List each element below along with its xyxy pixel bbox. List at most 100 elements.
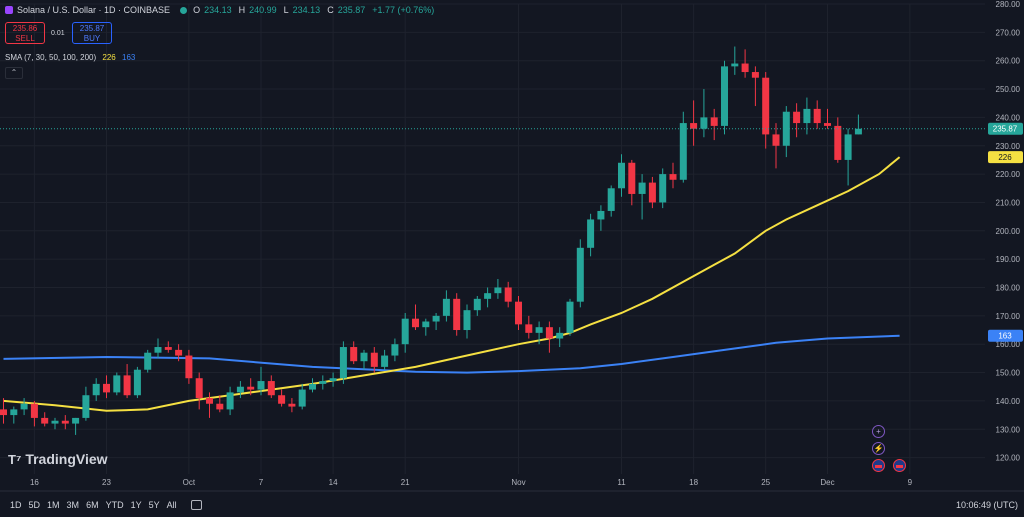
candle <box>453 293 461 336</box>
us-flag-icon[interactable] <box>872 459 885 472</box>
candle-body <box>206 398 213 404</box>
last-price-label-text: 235.87 <box>993 125 1018 134</box>
logo-text: TradingView <box>25 451 108 467</box>
candle <box>381 349 389 370</box>
candle-body <box>236 386 244 393</box>
price-labels: 235.87 226 163 <box>0 122 1023 342</box>
candle <box>185 349 193 384</box>
spread-value: 0.01 <box>51 30 65 37</box>
tradingview-logo: T⁷ TradingView <box>8 451 108 467</box>
timeframe-3m[interactable]: 3M <box>66 500 80 510</box>
high-label: H <box>238 5 246 15</box>
y-tick-label: 130.00 <box>996 425 1021 434</box>
sell-label: SELL <box>15 34 35 43</box>
candle <box>10 406 18 424</box>
candle-body <box>144 352 152 370</box>
candle-body <box>370 352 378 367</box>
candle <box>0 398 7 424</box>
timeframe-6m[interactable]: 6M <box>86 500 99 510</box>
candle <box>278 389 286 407</box>
candle-body <box>51 420 59 424</box>
candle-body <box>401 318 409 345</box>
candle <box>20 398 28 416</box>
timeframe-5y[interactable]: 5Y <box>148 500 160 510</box>
candle <box>484 287 492 308</box>
candle-body <box>432 315 440 322</box>
timeframe-5d[interactable]: 5D <box>28 500 41 510</box>
candle <box>206 392 213 418</box>
candle-body <box>10 409 18 416</box>
candle <box>669 162 677 189</box>
candle-body <box>113 375 121 393</box>
buy-button[interactable]: 235.87 BUY <box>72 22 112 44</box>
candle-body <box>473 298 481 311</box>
change-value: +1.77 (+0.76%) <box>372 5 435 15</box>
lightning-icon[interactable]: ⚡ <box>872 442 885 455</box>
candle-body <box>103 383 110 393</box>
timeframe-ytd[interactable]: YTD <box>105 500 124 510</box>
candle-body <box>350 347 358 362</box>
candle-body <box>164 347 172 350</box>
candle-body <box>41 417 49 424</box>
close-label: C <box>327 5 334 15</box>
us-flag-icon[interactable] <box>893 459 906 472</box>
grid <box>0 3 1024 492</box>
candle-body <box>61 420 69 424</box>
candle <box>298 383 306 410</box>
y-tick-label: 210.00 <box>996 198 1021 207</box>
plus-icon[interactable]: + <box>872 425 885 438</box>
candle-body <box>772 134 780 146</box>
indicator-legend[interactable]: SMA (7, 30, 50, 100, 200) 226 163 <box>5 53 135 62</box>
candle <box>442 290 450 322</box>
candle <box>638 174 646 220</box>
timeframe-1m[interactable]: 1M <box>47 500 60 510</box>
x-tick-label: 11 <box>617 478 626 487</box>
candle <box>257 366 265 396</box>
candle <box>72 417 80 435</box>
candle-body <box>741 63 749 73</box>
candle-body <box>813 108 821 124</box>
candle-body <box>824 123 831 126</box>
candle-body <box>463 310 471 331</box>
utc-clock: 10:06:49 (UTC) <box>955 500 1018 510</box>
candle-body <box>700 117 708 129</box>
calendar-icon[interactable] <box>190 500 202 510</box>
candle <box>854 114 862 135</box>
sell-button[interactable]: 235.86 SELL <box>5 22 45 44</box>
candle-body <box>309 383 316 390</box>
candle-body <box>422 321 430 328</box>
candle <box>824 108 831 129</box>
timeframe-1d[interactable]: 1D <box>10 500 22 510</box>
y-tick-label: 260.00 <box>996 57 1021 66</box>
y-tick-label: 140.00 <box>996 397 1021 406</box>
candle-body <box>535 327 543 333</box>
candle <box>401 313 409 353</box>
candle-body <box>123 375 131 396</box>
candle <box>679 111 687 183</box>
candle-body <box>659 174 667 203</box>
candle-body <box>607 188 615 211</box>
y-tick-label: 240.00 <box>996 113 1021 122</box>
candle <box>422 318 430 336</box>
candle-body <box>82 395 90 418</box>
candle <box>772 123 780 169</box>
candle-body <box>721 66 728 126</box>
symbol-title[interactable]: Solana / U.S. Dollar · 1D · COINBASE <box>17 5 171 15</box>
x-tick-label: 7 <box>259 478 264 487</box>
collapse-legend-button[interactable]: ⌃ <box>5 67 23 79</box>
price-axis: 120.00 130.00 140.00 150.00 160.00 170.00 180.… <box>996 0 1021 463</box>
candle <box>803 97 811 135</box>
y-tick-label: 280.00 <box>996 0 1021 9</box>
candle-body <box>494 287 502 294</box>
candle <box>751 66 759 107</box>
timeframe-all[interactable]: All <box>166 500 177 510</box>
candle <box>195 372 203 410</box>
candle-body <box>319 381 327 384</box>
open-value: 234.13 <box>204 5 232 15</box>
candle <box>288 398 296 413</box>
candle <box>659 168 667 209</box>
timeframe-1y[interactable]: 1Y <box>130 500 142 510</box>
candle-body <box>298 389 306 407</box>
candle-body <box>453 298 461 331</box>
